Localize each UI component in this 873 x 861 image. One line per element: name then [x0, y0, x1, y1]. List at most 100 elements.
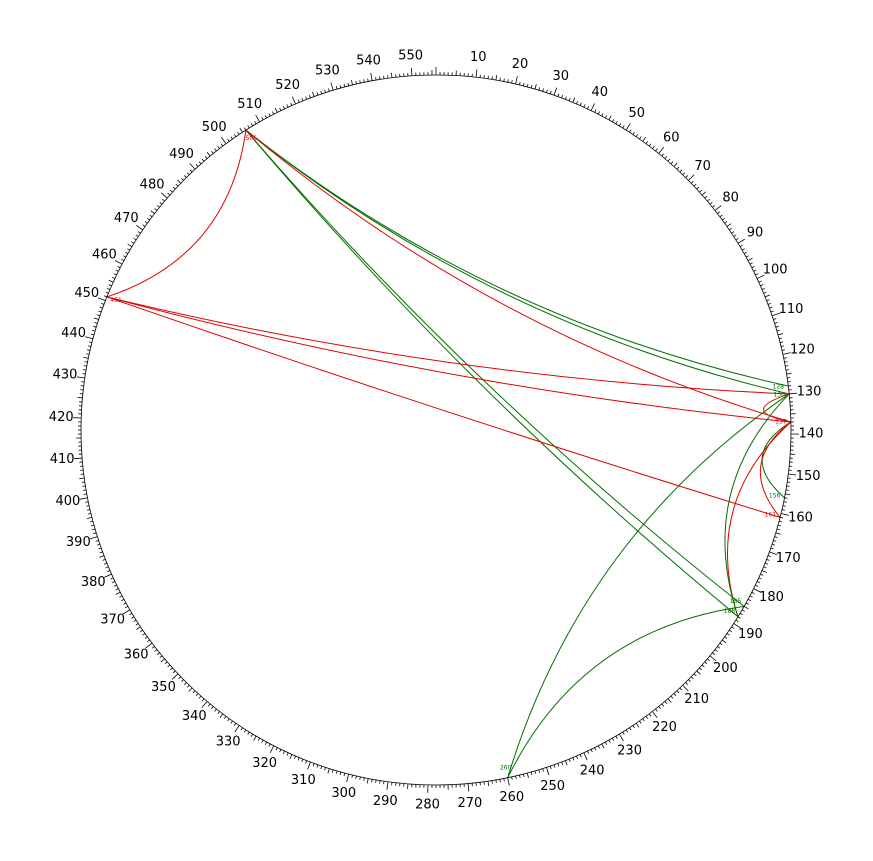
- tick-mark: [83, 370, 86, 371]
- tick-mark: [750, 596, 753, 597]
- tick-mark: [140, 630, 142, 632]
- tick-mark: [231, 137, 233, 139]
- tick-mark: [619, 734, 623, 741]
- tick-mark: [512, 80, 513, 83]
- tick-mark: [752, 266, 755, 267]
- chord-link: [727, 422, 790, 617]
- tick-mark: [591, 749, 592, 752]
- tick-mark: [205, 156, 207, 158]
- tick-mark: [302, 759, 303, 762]
- tick-mark: [93, 533, 96, 534]
- tick-mark: [784, 358, 787, 359]
- tick-mark: [500, 779, 501, 782]
- position-ring: [81, 75, 791, 785]
- tick-mark: [778, 525, 781, 526]
- tick-label: 390: [66, 535, 91, 550]
- tick-mark: [508, 79, 509, 82]
- tick-mark: [215, 709, 217, 711]
- tick-mark: [272, 112, 273, 115]
- tick-mark: [202, 159, 204, 161]
- tick-mark: [659, 706, 661, 708]
- tick-mark: [652, 711, 657, 717]
- node-label: 128: [773, 384, 785, 391]
- tick-mark: [558, 763, 559, 766]
- tick-mark: [760, 574, 763, 575]
- tick-mark: [712, 653, 714, 655]
- tick-label: 500: [202, 120, 227, 135]
- tick-mark: [626, 730, 628, 733]
- tick-mark: [573, 98, 575, 103]
- tick-mark: [262, 117, 263, 120]
- tick-mark: [504, 79, 505, 82]
- tick-mark: [356, 81, 357, 84]
- tick-mark: [168, 193, 170, 195]
- tick-mark: [348, 83, 349, 86]
- tick-mark: [656, 149, 658, 151]
- tick-mark: [155, 209, 157, 211]
- tick-mark: [738, 239, 745, 243]
- ring-circle: [81, 75, 791, 785]
- tick-mark: [609, 116, 611, 120]
- tick-mark: [332, 770, 333, 773]
- tick-mark: [306, 761, 307, 764]
- tick-label: 210: [684, 692, 709, 707]
- tick-mark: [93, 326, 96, 327]
- tick-mark: [85, 337, 93, 339]
- tick-label: 420: [49, 410, 74, 425]
- tick-mark: [298, 758, 299, 761]
- tick-mark: [769, 307, 772, 308]
- tick-label: 160: [788, 511, 813, 526]
- tick-mark: [683, 685, 689, 691]
- tick-mark: [616, 736, 618, 739]
- tick-mark: [554, 765, 555, 768]
- tick-mark: [702, 192, 706, 195]
- tick-mark: [668, 699, 671, 703]
- tick-mark: [106, 567, 109, 568]
- tick-mark: [317, 92, 318, 95]
- chord-layer: [107, 130, 791, 778]
- tick-mark: [328, 89, 329, 92]
- tick-mark: [184, 175, 186, 177]
- tick-label: 100: [763, 263, 788, 278]
- tick-mark: [255, 121, 257, 124]
- tick-mark: [221, 137, 226, 143]
- tick-mark: [187, 173, 189, 175]
- tick-mark: [190, 170, 192, 172]
- tick-mark: [546, 90, 547, 93]
- tick-mark: [744, 252, 747, 253]
- tick-mark: [150, 215, 152, 217]
- tick-mark: [694, 674, 696, 676]
- tick-mark: [308, 762, 311, 769]
- tick-mark: [202, 701, 207, 707]
- tick-mark: [87, 517, 92, 518]
- tick-mark: [565, 97, 566, 100]
- tick-mark: [668, 159, 670, 161]
- tick-label: 30: [552, 69, 569, 84]
- tick-mark: [605, 115, 606, 118]
- tick-mark: [190, 163, 195, 169]
- tick-label: 350: [151, 680, 176, 695]
- tick-mark: [550, 766, 551, 769]
- tick-label: 440: [61, 326, 86, 341]
- tick-label: 90: [747, 225, 764, 240]
- tick-mark: [90, 521, 93, 522]
- tick-mark: [244, 128, 246, 131]
- tick-label: 80: [722, 191, 739, 206]
- tick-label: 200: [713, 661, 738, 676]
- tick-mark: [234, 134, 236, 136]
- tick-mark: [734, 235, 737, 237]
- tick-mark: [411, 68, 412, 76]
- tick-mark: [546, 767, 548, 775]
- tick-mark: [468, 784, 469, 792]
- tick-mark: [317, 765, 318, 768]
- tick-label: 270: [457, 796, 482, 811]
- tick-mark: [143, 225, 145, 227]
- tick-mark: [116, 589, 119, 590]
- tick-mark: [101, 303, 104, 304]
- tick-mark: [104, 563, 107, 564]
- tick-label: 130: [797, 384, 822, 399]
- tick-mark: [780, 517, 783, 518]
- tick-mark: [609, 740, 610, 743]
- tick-mark: [612, 738, 613, 741]
- tick-mark: [96, 540, 99, 541]
